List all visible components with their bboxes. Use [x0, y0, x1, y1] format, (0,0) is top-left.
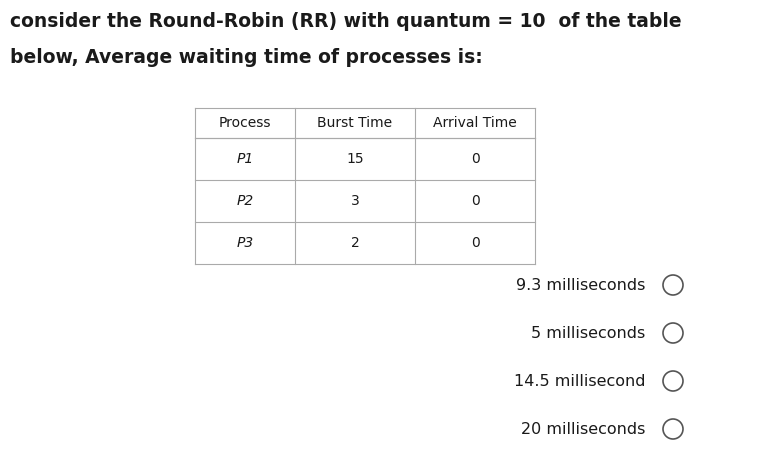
Text: 2: 2: [350, 236, 360, 250]
Text: 5 milliseconds: 5 milliseconds: [531, 325, 645, 341]
Text: 3: 3: [350, 194, 360, 208]
Text: 20 milliseconds: 20 milliseconds: [521, 421, 645, 437]
Text: 0: 0: [470, 152, 480, 166]
Text: Process: Process: [219, 116, 271, 130]
Text: below, Average waiting time of processes is:: below, Average waiting time of processes…: [10, 48, 483, 67]
Text: Arrival Time: Arrival Time: [434, 116, 517, 130]
Text: 15: 15: [346, 152, 363, 166]
Text: 9.3 milliseconds: 9.3 milliseconds: [516, 277, 645, 293]
Text: P3: P3: [236, 236, 253, 250]
Text: 0: 0: [470, 194, 480, 208]
Text: Burst Time: Burst Time: [317, 116, 393, 130]
Text: P1: P1: [236, 152, 253, 166]
Text: P2: P2: [236, 194, 253, 208]
Text: 0: 0: [470, 236, 480, 250]
Text: consider the Round-Robin (RR) with quantum = 10  of the table: consider the Round-Robin (RR) with quant…: [10, 12, 681, 31]
Text: 14.5 millisecond: 14.5 millisecond: [514, 373, 645, 389]
